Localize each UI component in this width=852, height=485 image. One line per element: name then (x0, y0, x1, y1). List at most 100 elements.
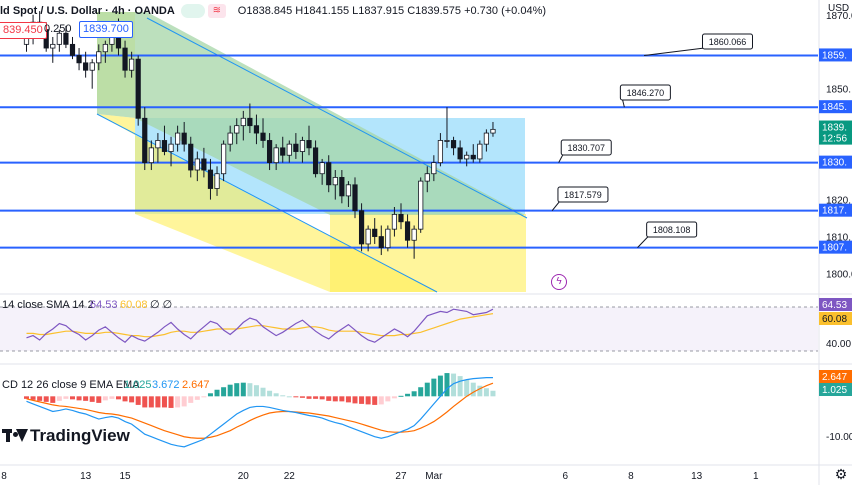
candle (280, 136, 286, 163)
candle-body (168, 143, 174, 152)
macd-histogram-bar (207, 393, 213, 397)
macd-histogram-bar (122, 396, 128, 402)
callout-leader (644, 47, 705, 56)
x-tick-label: 1 (753, 471, 759, 482)
tradingview-logo[interactable]: TradingView (2, 426, 130, 446)
candle-body (431, 162, 437, 175)
macd-histogram-bar (50, 396, 56, 403)
candle (247, 103, 253, 134)
candle-body (220, 143, 227, 175)
macd-histogram-bar (161, 396, 167, 408)
macd-hist-tag-label: 1.025 (822, 385, 847, 396)
candle-body (365, 228, 371, 245)
candle (470, 144, 476, 163)
candle-body (63, 32, 69, 45)
candle-body (207, 169, 214, 189)
callout-box (619, 84, 671, 101)
candle-body (83, 62, 89, 71)
tradingview-logo-icon (2, 429, 28, 443)
macd-histogram-bar (214, 389, 220, 397)
candle (339, 170, 345, 204)
price-tag (819, 131, 852, 145)
chart-header: ld Spot / U.S. Dollar · 4h · OANDA ≋ O18… (0, 3, 552, 19)
callout-box (557, 186, 609, 203)
candle-body (470, 154, 476, 160)
candle-body (299, 140, 306, 152)
macd-histogram-bar (391, 396, 397, 399)
macd-histogram-bar (339, 396, 345, 402)
macd-histogram-bar (273, 393, 279, 397)
rsi-legend: 14 close SMA 14 2 (2, 299, 94, 311)
macd-histogram-bar (431, 378, 437, 397)
macd-histogram-bar (24, 396, 29, 399)
ask-price[interactable]: 1839.700 (79, 21, 133, 38)
candle-body (385, 228, 391, 249)
macd-histogram-bar (483, 388, 489, 397)
candle-body (391, 213, 398, 230)
price-tag (819, 155, 852, 169)
candle (63, 25, 69, 49)
callout-leader (637, 235, 650, 248)
wave-icon[interactable]: ≋ (207, 4, 226, 18)
candle (404, 214, 411, 248)
macd-histogram-bar (359, 396, 365, 404)
bid-price[interactable]: 839.450 (0, 22, 47, 39)
candle (306, 125, 312, 156)
candle (391, 206, 398, 237)
candle (424, 166, 430, 193)
y-tick-label: 1870.0 (826, 11, 852, 22)
macd-histogram-bar (129, 396, 135, 403)
macd-histogram-bar (168, 396, 174, 408)
macd-histogram-bar (102, 396, 108, 401)
candle-body (148, 147, 154, 164)
candle-body (490, 128, 496, 134)
macd-histogram-bar (385, 396, 391, 402)
macd-line (26, 377, 493, 448)
candle-body (102, 43, 108, 53)
rsi-line (26, 308, 494, 343)
candle-body (50, 43, 56, 49)
candle (378, 225, 384, 256)
candle-body (234, 125, 240, 134)
price-tag (819, 203, 852, 217)
candle (175, 125, 181, 152)
price-tag-label: 12:56 (822, 134, 847, 145)
callout-label: 1860.066 (709, 37, 747, 47)
symbol-title[interactable]: ld Spot / U.S. Dollar · 4h · OANDA (0, 5, 175, 17)
candle (161, 125, 168, 156)
macd-histogram-bar (109, 396, 115, 399)
candle-body (214, 173, 220, 189)
candle (299, 136, 306, 163)
price-tag-label: 1839. (822, 123, 847, 134)
callout-label: 1817.579 (564, 190, 602, 200)
macd-signal-value: 2.647 (182, 379, 210, 391)
candle (450, 136, 457, 156)
candle (352, 177, 358, 219)
candle (477, 140, 483, 163)
x-tick-label: 13 (691, 471, 703, 482)
candle (385, 225, 391, 252)
lightning-icon[interactable]: ϟ (551, 274, 567, 290)
macd-histogram-bar (201, 396, 207, 398)
macd-histogram-bar (437, 375, 443, 397)
macd-histogram-bar (332, 396, 338, 402)
candle-body (201, 158, 207, 171)
macd-hist-value: 1.025 (124, 379, 152, 391)
y-tick-label: 1800.0 (826, 270, 852, 281)
macd-histogram-bar (418, 387, 424, 397)
price-tag (819, 240, 852, 254)
candle-body (122, 47, 128, 71)
price-tag-label: 1807. (822, 243, 847, 254)
macd-histogram-bar (194, 396, 200, 400)
gear-icon[interactable]: ⚙ (834, 466, 848, 482)
macd-histogram-bar (267, 390, 273, 397)
candle (155, 133, 161, 163)
callout-label: 1808.108 (653, 225, 691, 235)
candle-body (253, 125, 260, 134)
macd-histogram-bar (89, 396, 95, 402)
candle (319, 158, 325, 185)
indicator-icon[interactable] (180, 4, 205, 18)
x-tick-label: 13 (80, 471, 92, 482)
